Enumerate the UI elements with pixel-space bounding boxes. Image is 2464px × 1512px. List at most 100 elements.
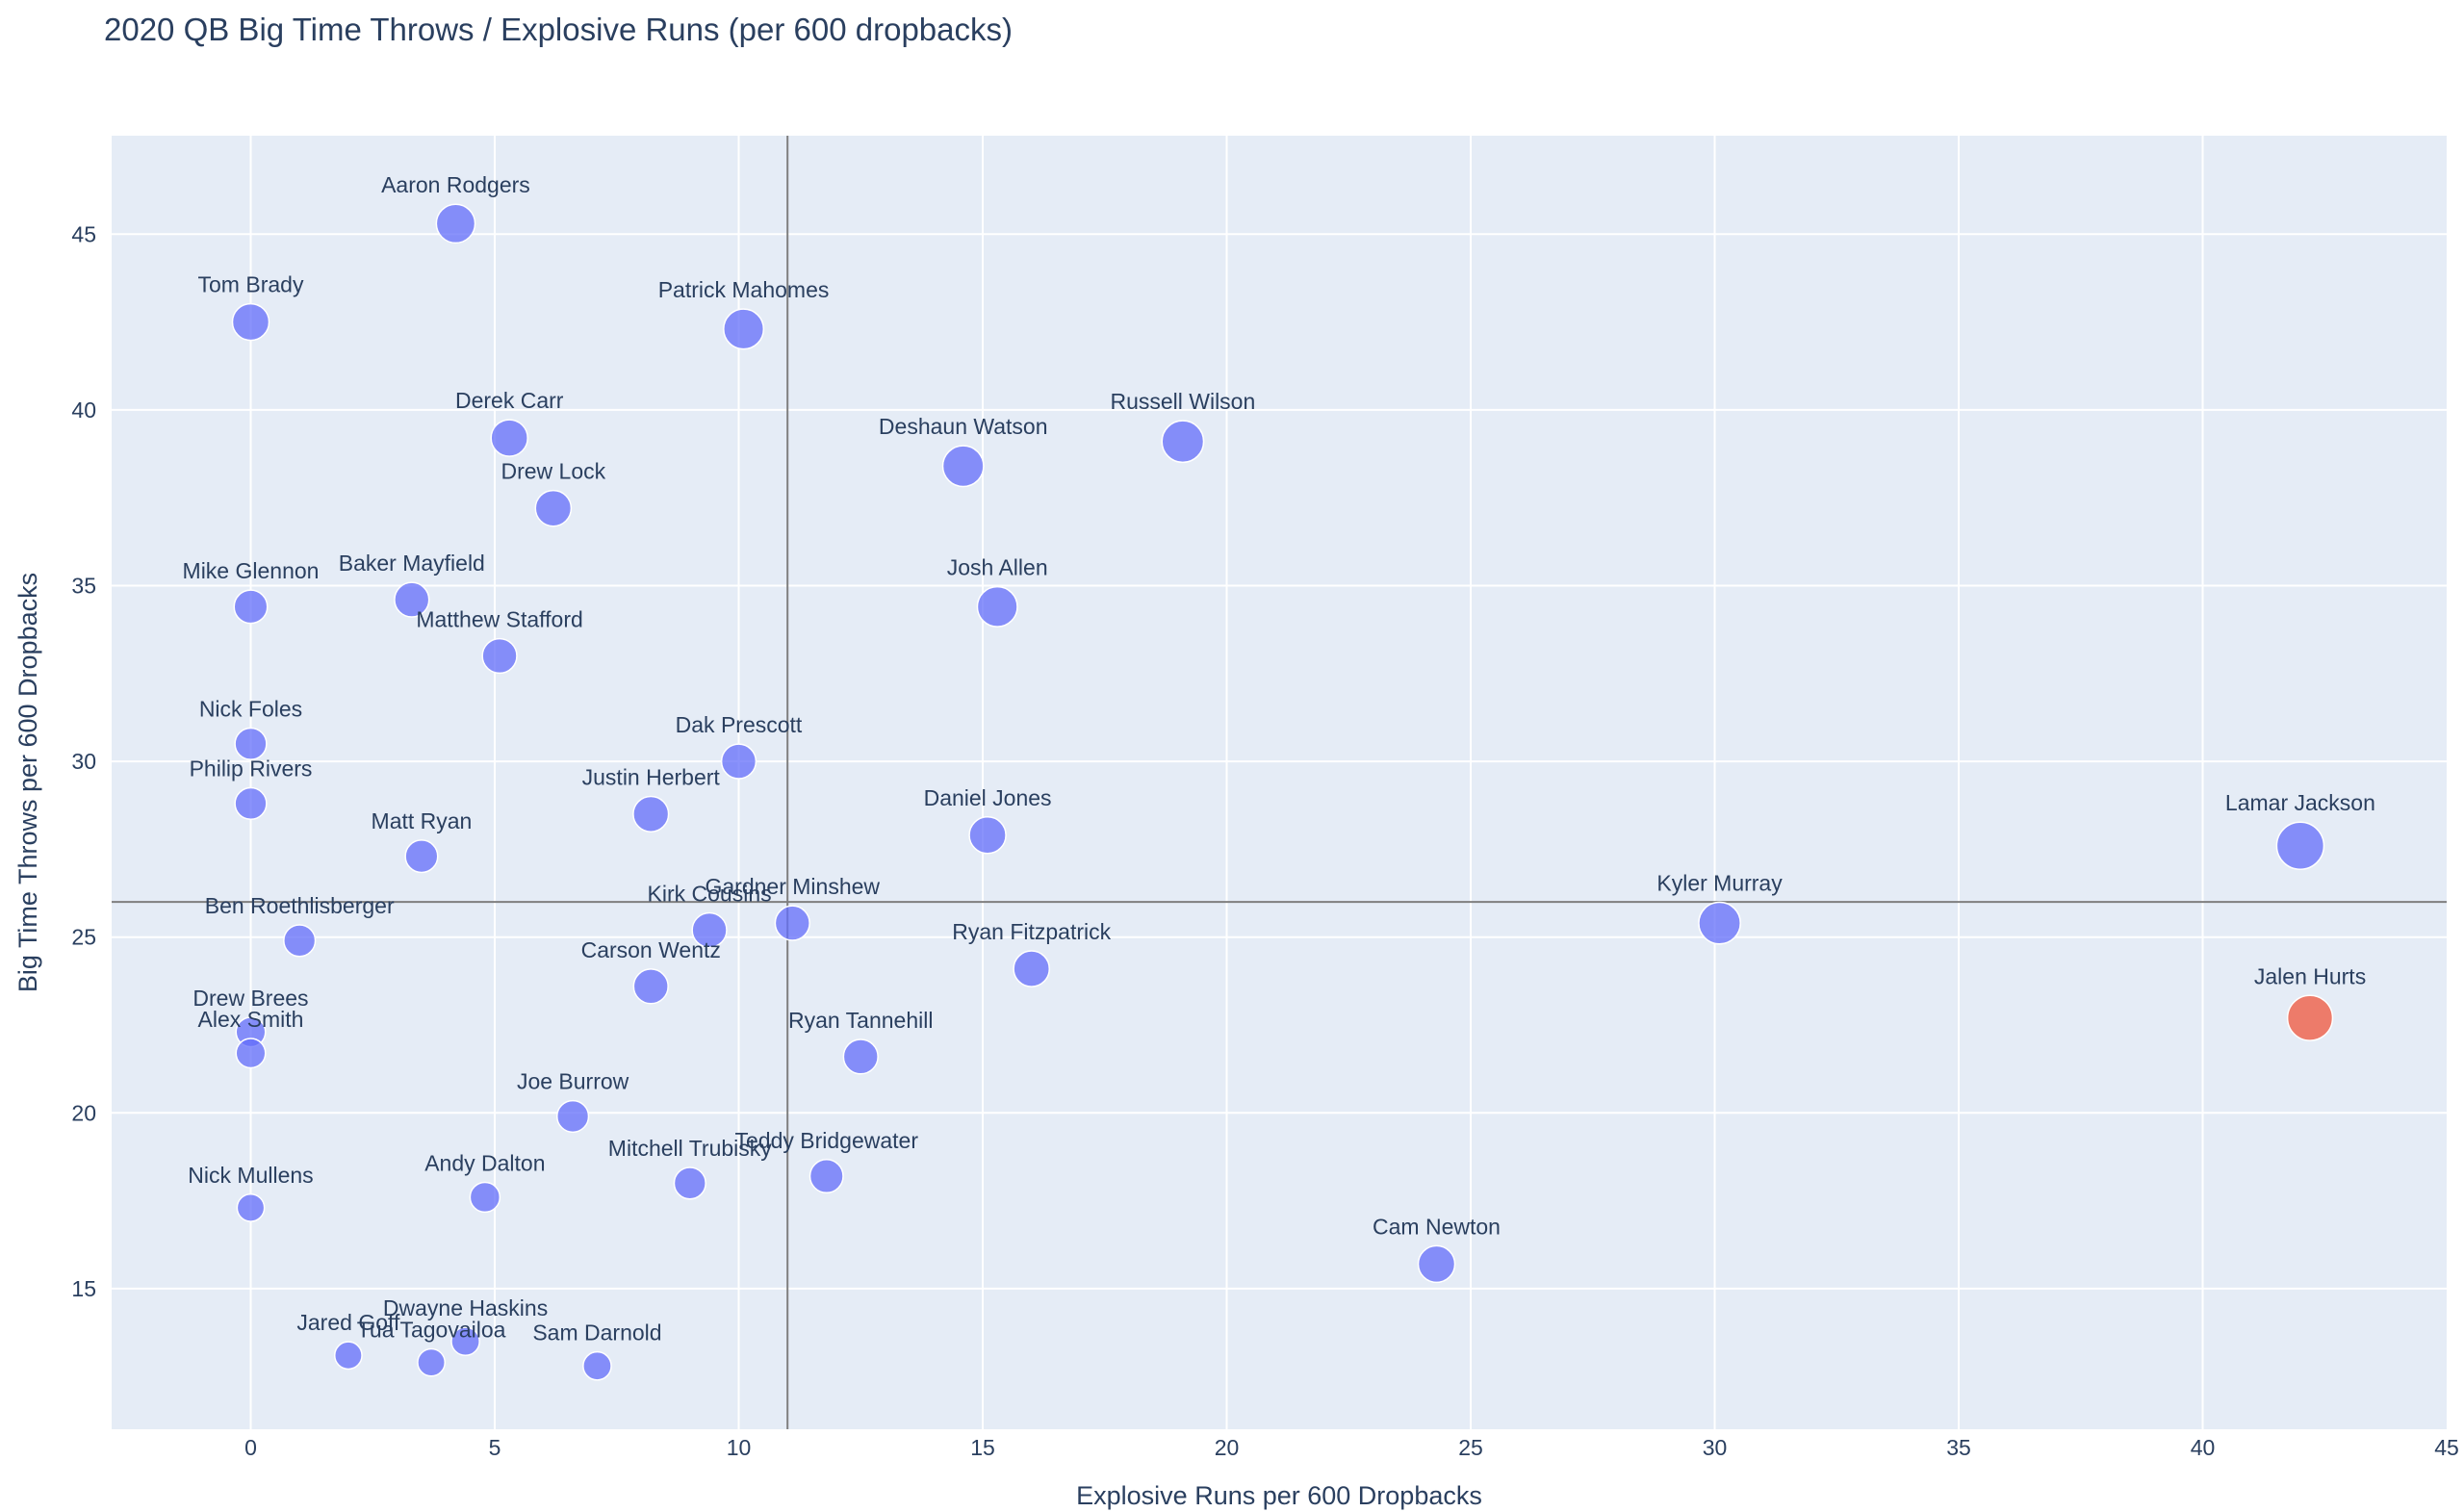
data-point-label: Carson Wentz (581, 937, 721, 962)
data-point[interactable] (235, 1038, 267, 1069)
y-axis-ticks: 15 20 25 30 35 40 45 (71, 221, 96, 1301)
data-point[interactable] (490, 419, 528, 457)
data-point-label: Dwayne Haskins (383, 1295, 548, 1320)
data-point-label: Dak Prescott (676, 712, 803, 737)
x-tick-label: 20 (1215, 1435, 1240, 1460)
x-tick-label: 35 (1946, 1435, 1971, 1460)
x-tick-label: 25 (1458, 1435, 1483, 1460)
data-point[interactable] (720, 743, 757, 780)
data-point-label: Jalen Hurts (2254, 963, 2366, 988)
data-point-label: Tom Brady (198, 272, 304, 297)
data-point[interactable] (481, 637, 518, 675)
reference-lines (112, 136, 2447, 1429)
data-point[interactable] (417, 1347, 446, 1377)
plot-area (112, 136, 2447, 1429)
y-tick-label: 45 (71, 221, 96, 246)
data-point[interactable] (435, 203, 476, 244)
x-tick-label: 40 (2191, 1435, 2216, 1460)
data-point[interactable] (808, 1159, 844, 1194)
data-point-label: Cam Newton (1373, 1214, 1501, 1239)
data-point-label: Mitchell Trubisky (608, 1136, 772, 1161)
data-point[interactable] (1013, 950, 1051, 987)
data-point-label: Ben Roethlisberger (205, 893, 395, 918)
data-point[interactable] (469, 1181, 501, 1214)
data-point[interactable] (2286, 994, 2334, 1041)
x-tick-label: 15 (970, 1435, 995, 1460)
y-tick-label: 20 (71, 1100, 96, 1125)
data-point-label: Alex Smith (198, 1007, 304, 1032)
data-point[interactable] (691, 911, 728, 949)
data-point[interactable] (236, 1193, 266, 1222)
data-point-label: Derek Carr (455, 388, 564, 413)
data-point-label: Daniel Jones (924, 785, 1052, 810)
data-point[interactable] (231, 302, 270, 342)
data-point[interactable] (450, 1326, 480, 1357)
point-labels: Aaron Rodgers Tom Brady Patrick Mahomes Der… (183, 172, 2375, 1345)
data-point-label: Jared Goff (296, 1310, 400, 1335)
data-point[interactable] (234, 727, 268, 760)
data-point-label: Kirk Cousins (648, 881, 772, 906)
data-point-label: Philip Rivers (190, 756, 313, 782)
data-point-label: Teddy Bridgewater (735, 1128, 919, 1153)
data-point[interactable] (1161, 420, 1205, 464)
data-point[interactable] (976, 585, 1018, 628)
data-point[interactable] (673, 1166, 706, 1200)
data-point[interactable] (283, 924, 317, 958)
data-point-label: Ryan Fitzpatrick (952, 919, 1111, 944)
data-point-label: Deshaun Watson (879, 414, 1048, 439)
data-point-label: Andy Dalton (424, 1150, 545, 1175)
data-point[interactable] (941, 445, 985, 488)
data-point-label: Drew Lock (501, 459, 606, 484)
data-point-label: Tua Tagovailoa (357, 1317, 506, 1342)
y-tick-label: 15 (71, 1276, 96, 1301)
data-point-label: Nick Mullens (188, 1163, 313, 1188)
data-point[interactable] (723, 308, 765, 350)
data-point-label: Russell Wilson (1110, 389, 1255, 414)
y-tick-label: 30 (71, 749, 96, 774)
data-point-label: Justin Herbert (582, 765, 721, 790)
data-point[interactable] (404, 839, 439, 874)
chart-title: 2020 QB Big Time Throws / Explosive Runs… (104, 12, 1013, 47)
data-point-label: Baker Mayfield (339, 551, 485, 576)
data-point[interactable] (556, 1099, 590, 1134)
data-point[interactable] (234, 786, 268, 821)
data-point[interactable] (2275, 821, 2325, 870)
data-point-label: Joe Burrow (517, 1069, 629, 1094)
data-point-label: Lamar Jackson (2225, 790, 2375, 815)
data-point[interactable] (534, 489, 573, 527)
data-point-label: Aaron Rodgers (381, 172, 530, 197)
data-point-label: Sam Darnold (532, 1320, 661, 1345)
data-point-label: Kyler Murray (1656, 870, 1783, 895)
data-point[interactable] (632, 795, 670, 833)
point-markers (231, 203, 2334, 1381)
data-point[interactable] (233, 589, 269, 625)
data-point[interactable] (774, 905, 810, 941)
y-tick-label: 35 (71, 573, 96, 598)
data-point[interactable] (1417, 1244, 1456, 1284)
y-tick-label: 25 (71, 925, 96, 950)
data-point[interactable] (582, 1350, 612, 1381)
data-point-label: Nick Foles (199, 696, 302, 721)
x-tick-label: 0 (244, 1435, 257, 1460)
data-point[interactable] (394, 581, 430, 618)
data-point-label: Matt Ryan (372, 808, 473, 833)
data-point-label: Mike Glennon (183, 558, 320, 583)
data-point-label: Josh Allen (947, 555, 1048, 580)
x-axis-ticks: 0 5 10 15 20 25 30 35 40 45 (244, 1435, 2459, 1460)
data-point-label: Patrick Mahomes (658, 277, 830, 302)
y-axis-title: Big Time Throws per 600 Dropbacks (13, 573, 42, 992)
x-tick-label: 10 (727, 1435, 752, 1460)
data-point[interactable] (632, 968, 669, 1005)
data-point[interactable] (842, 1038, 879, 1075)
y-tick-label: 40 (71, 397, 96, 423)
data-points: Aaron Rodgers Tom Brady Patrick Mahomes Der… (183, 172, 2375, 1381)
x-tick-label: 30 (1703, 1435, 1728, 1460)
data-point[interactable] (968, 816, 1007, 855)
data-point-label: Matthew Stafford (416, 607, 582, 632)
data-point-label: Gardner Minshew (706, 874, 881, 899)
data-point[interactable] (1698, 901, 1741, 945)
data-point-label: Drew Brees (192, 986, 308, 1011)
data-point[interactable] (333, 1341, 363, 1371)
x-tick-label: 45 (2434, 1435, 2459, 1460)
